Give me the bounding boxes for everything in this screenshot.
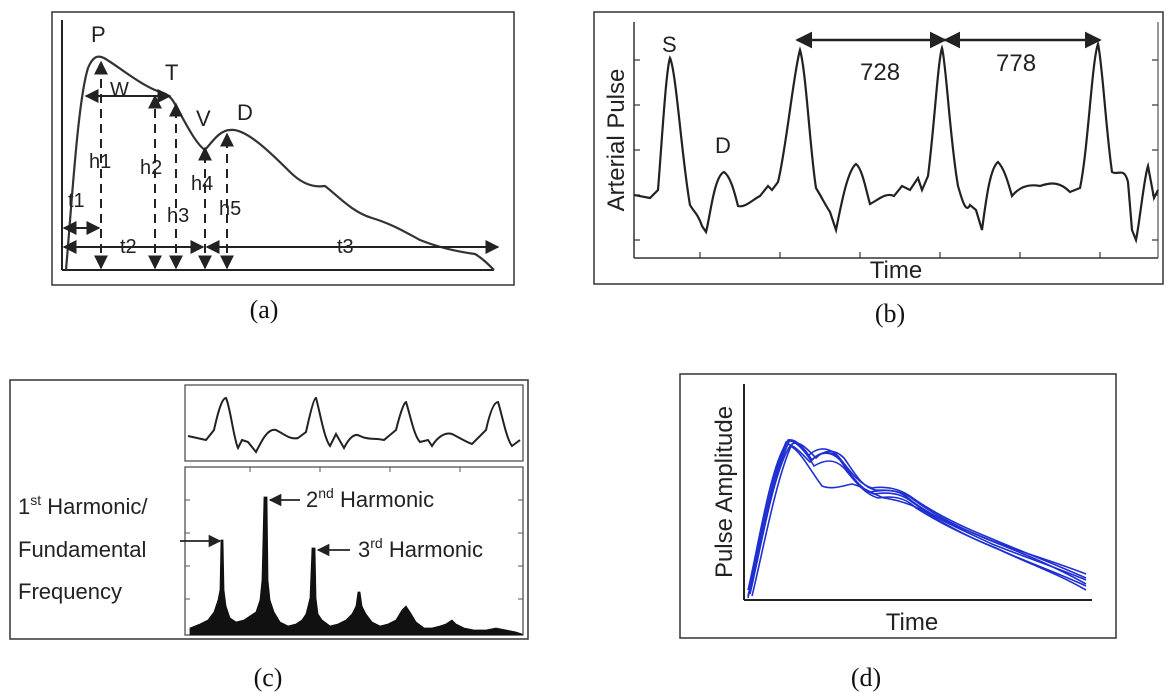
label-d: D <box>237 100 253 125</box>
panel-c-spectrum <box>189 496 523 636</box>
interval-label-2: 778 <box>996 50 1036 77</box>
caption-a: (a) <box>250 295 279 324</box>
harmonic-1-label-line1: 1st Harmonic/ <box>18 492 148 519</box>
label-t: T <box>165 60 178 85</box>
trace-5 <box>747 443 1087 591</box>
label-h1: h1 <box>89 151 111 173</box>
panel-d-y-label: Pulse Amplitude <box>711 406 738 578</box>
panel-b-y-label: Arterial Pulse <box>603 69 630 212</box>
harmonic-1-label-line2: Fundamental <box>18 537 146 562</box>
label-t3: t3 <box>337 236 354 258</box>
label-v: V <box>196 106 211 131</box>
panel-d: Pulse Amplitude Time (d) <box>679 373 1117 692</box>
caption-c: (c) <box>254 663 283 692</box>
trace-6 <box>751 442 1087 597</box>
panel-b-frame <box>593 11 1164 285</box>
panel-c-spectrum-ticks <box>185 467 523 600</box>
panel-c: 1st Harmonic/ Fundamental Frequency 2nd … <box>9 379 529 692</box>
label-w: W <box>110 79 129 101</box>
panel-d-frame <box>679 373 1117 639</box>
harmonic-1-label-line3: Frequency <box>18 579 122 604</box>
trace-1 <box>747 440 1087 599</box>
label-h5: h5 <box>219 198 241 220</box>
panel-a-frame <box>51 11 515 286</box>
panel-d-traces <box>747 438 1087 599</box>
panel-c-frame <box>9 379 529 640</box>
panel-d-x-label: Time <box>886 609 938 636</box>
panel-c-waveform <box>187 396 521 454</box>
peak-label-s: S <box>662 32 677 57</box>
panel-c-waveform-box <box>184 384 524 462</box>
panel-b: 728 778 S D Arterial Pulse Time (b) <box>593 11 1164 328</box>
harmonic-2-label: 2nd Harmonic <box>306 485 434 512</box>
panel-b-arterial-waveform <box>633 40 1159 244</box>
trace-4 <box>749 445 1087 593</box>
caption-b: (b) <box>875 299 905 328</box>
trace-3 <box>749 439 1087 595</box>
panel-b-x-label: Time <box>870 257 922 284</box>
harmonic-3-label: 3rd Harmonic <box>358 535 483 562</box>
trace-2 <box>747 438 1087 597</box>
label-t1: t1 <box>68 190 85 212</box>
panel-b-ticks <box>634 59 1158 258</box>
peak-label-d: D <box>715 133 731 158</box>
caption-d: (d) <box>851 663 881 692</box>
interval-label-1: 728 <box>860 59 900 86</box>
label-h3: h3 <box>167 205 189 227</box>
label-h4: h4 <box>191 173 213 195</box>
label-h2: h2 <box>140 157 162 179</box>
panel-a: P T V D W h1 h2 h3 h4 h5 t1 t2 t3 (a) <box>51 11 515 324</box>
label-p: P <box>91 22 106 47</box>
label-t2: t2 <box>120 236 137 258</box>
